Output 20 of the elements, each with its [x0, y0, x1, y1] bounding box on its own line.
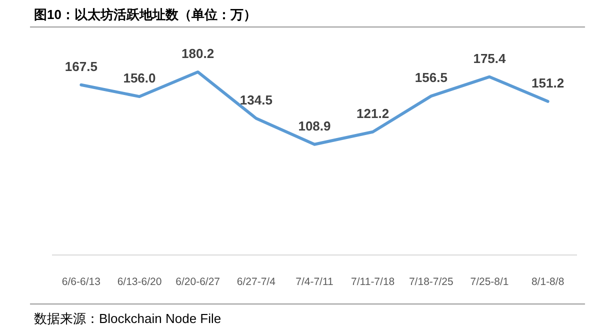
data-label: 156.5 — [414, 70, 448, 86]
x-tick-label: 6/13-6/20 — [117, 276, 162, 288]
data-label: 134.5 — [240, 92, 272, 108]
source-note: 数据来源：Blockchain Node File — [34, 311, 222, 326]
x-tick-label: 6/20-6/27 — [176, 276, 220, 288]
chart-title: 图10：以太坊活跃地址数（单位：万） — [34, 7, 256, 22]
x-tick-label: 8/1-8/8 — [531, 276, 564, 288]
data-label: 180.2 — [182, 46, 214, 61]
x-tick-label: 7/4-7/11 — [296, 276, 334, 288]
x-tick-label: 7/11-7/18 — [351, 276, 395, 288]
data-label: 175.4 — [473, 50, 507, 66]
x-tick-label: 6/6-6/13 — [62, 276, 101, 288]
data-label: 108.9 — [298, 118, 331, 134]
x-tick-label: 7/18-7/25 — [408, 276, 454, 288]
data-label: 156.0 — [123, 70, 156, 86]
data-label: 151.2 — [532, 75, 564, 90]
x-tick-label: 7/25-8/1 — [470, 276, 509, 288]
data-label: 121.2 — [356, 106, 390, 121]
x-tick-label: 6/27-7/4 — [236, 276, 276, 288]
data-label: 167.5 — [64, 58, 98, 74]
